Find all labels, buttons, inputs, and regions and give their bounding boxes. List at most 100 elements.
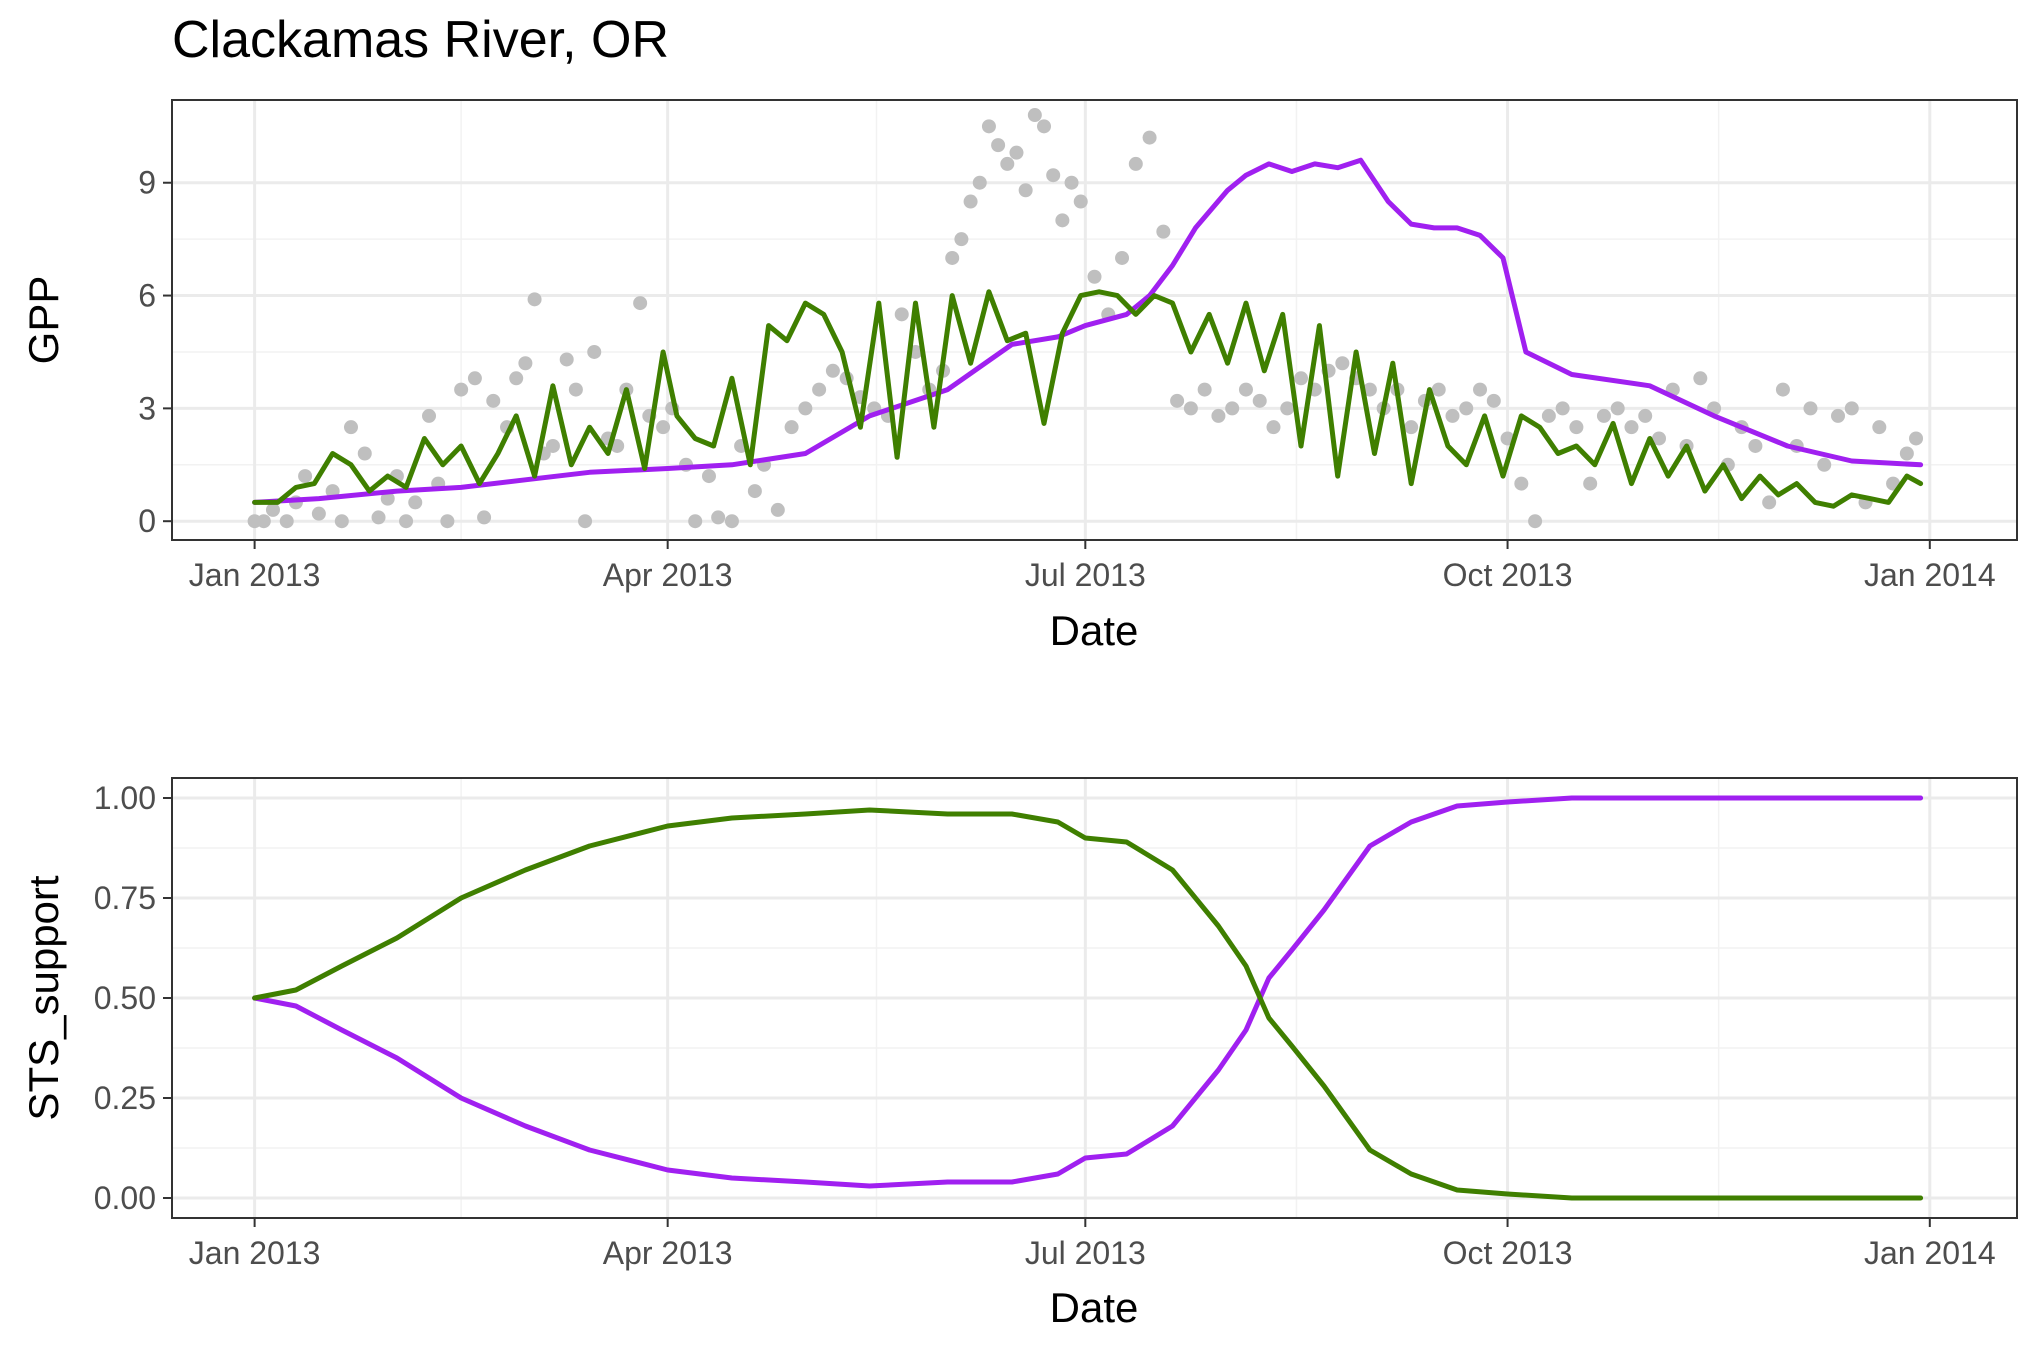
green-series-line — [252, 289, 1924, 509]
gpp-data-point — [1555, 401, 1570, 416]
sts-x-ticks: Jan 2013 Apr 2013 Jul 2013 Oct 2013 Jan 2014 — [189, 1218, 1996, 1271]
gpp-data-point — [559, 352, 574, 367]
gpp-data-point — [1197, 382, 1212, 397]
gpp-data-point — [334, 514, 349, 529]
gpp-data-point — [1115, 250, 1130, 265]
gpp-data-point — [1638, 408, 1653, 423]
x-tick-label: Jul 2013 — [1025, 1235, 1146, 1271]
gpp-plot-background — [172, 100, 2017, 540]
gpp-data-point — [1610, 401, 1625, 416]
gpp-data-point — [894, 307, 909, 322]
gpp-data-point — [688, 514, 703, 529]
gpp-data-point — [963, 194, 978, 209]
gpp-data-point — [1018, 183, 1033, 198]
gpp-data-point — [1027, 108, 1042, 123]
gpp-y-axis-label: GPP — [20, 276, 67, 365]
gpp-data-point — [701, 469, 716, 484]
gpp-data-point — [1000, 156, 1015, 171]
y-tick-label: 3 — [138, 390, 156, 426]
gpp-y-ticks: 0 3 6 9 — [138, 165, 172, 539]
x-tick-label: Jan 2013 — [189, 557, 321, 593]
gpp-data-point — [454, 382, 469, 397]
y-tick-label: 0 — [138, 503, 156, 539]
gpp-data-point — [1473, 382, 1488, 397]
gpp-data-point — [991, 138, 1006, 153]
gpp-data-point — [1899, 446, 1914, 461]
gpp-data-point — [1252, 393, 1267, 408]
gpp-data-point — [1803, 401, 1818, 416]
gpp-data-point — [527, 292, 542, 307]
gpp-data-point — [1087, 269, 1102, 284]
gpp-data-point — [724, 514, 739, 529]
gpp-data-point — [1238, 382, 1253, 397]
gpp-data-point — [812, 382, 827, 397]
y-tick-label: 6 — [138, 278, 156, 314]
sts-lines — [252, 795, 1924, 1201]
gpp-data-point — [357, 446, 372, 461]
y-tick-label: 9 — [138, 165, 156, 201]
gpp-data-point — [954, 232, 969, 247]
gpp-data-point — [1211, 408, 1226, 423]
gpp-data-point — [1362, 382, 1377, 397]
gpp-data-point — [1046, 168, 1061, 183]
y-tick-label: 0.75 — [94, 880, 156, 916]
gpp-data-point — [311, 506, 326, 521]
gpp-data-point — [1280, 401, 1295, 416]
x-tick-label: Apr 2013 — [603, 557, 733, 593]
x-tick-label: Jan 2014 — [1864, 1235, 1996, 1271]
gpp-data-point — [279, 514, 294, 529]
gpp-data-point — [770, 502, 785, 517]
gpp-data-point — [825, 363, 840, 378]
gpp-data-point — [440, 514, 455, 529]
gpp-data-point — [343, 420, 358, 435]
gpp-data-point — [578, 514, 593, 529]
gpp-data-point — [784, 420, 799, 435]
gpp-data-point — [945, 250, 960, 265]
gpp-data-point — [1624, 420, 1639, 435]
x-tick-label: Jul 2013 — [1025, 557, 1146, 593]
gpp-x-ticks: Jan 2013 Apr 2013 Jul 2013 Oct 2013 Jan 2014 — [189, 540, 1996, 593]
gpp-data-point — [1170, 393, 1185, 408]
gpp-data-point — [1528, 514, 1543, 529]
gpp-data-point — [1183, 401, 1198, 416]
gpp-data-point — [477, 510, 492, 525]
gpp-data-point — [1009, 145, 1024, 160]
y-tick-label: 0.50 — [94, 980, 156, 1016]
gpp-data-point — [1073, 194, 1088, 209]
gpp-data-point — [1445, 408, 1460, 423]
gpp-x-axis-label: Date — [1050, 607, 1139, 654]
gpp-data-point — [711, 510, 726, 525]
sts-y-ticks: 0.00 0.25 0.50 0.75 1.00 — [94, 780, 172, 1216]
y-tick-label: 0.25 — [94, 1080, 156, 1116]
gpp-data-point — [1225, 401, 1240, 416]
gpp-data-point — [371, 510, 386, 525]
gpp-data-point — [633, 296, 648, 311]
x-tick-label: Jan 2014 — [1864, 557, 1996, 593]
gpp-data-point — [399, 514, 414, 529]
gpp-data-point — [1748, 438, 1763, 453]
x-tick-label: Jan 2013 — [189, 1235, 321, 1271]
gpp-data-point — [518, 356, 533, 371]
gpp-data-point — [256, 514, 271, 529]
y-tick-label: 0.00 — [94, 1180, 156, 1216]
gpp-data-point — [1404, 420, 1419, 435]
gpp-data-point — [1335, 356, 1350, 371]
gpp-data-point — [509, 371, 524, 386]
green-series-line — [252, 807, 1924, 1201]
gpp-data-point — [1266, 420, 1281, 435]
gpp-data-point — [1762, 495, 1777, 510]
gpp-data-point — [568, 382, 583, 397]
gpp-data-point — [1055, 213, 1070, 228]
gpp-data-point — [1831, 408, 1846, 423]
gpp-data-point — [467, 371, 482, 386]
gpp-data-point — [1583, 476, 1598, 491]
gpp-data-point — [1037, 119, 1052, 134]
chart-title: Clackamas River, OR — [172, 11, 669, 69]
x-tick-label: Oct 2013 — [1443, 557, 1573, 593]
gpp-data-point — [798, 401, 813, 416]
x-tick-label: Apr 2013 — [603, 1235, 733, 1271]
gpp-data-point — [1459, 401, 1474, 416]
gpp-data-point — [1431, 382, 1446, 397]
gpp-data-point — [1156, 224, 1171, 239]
